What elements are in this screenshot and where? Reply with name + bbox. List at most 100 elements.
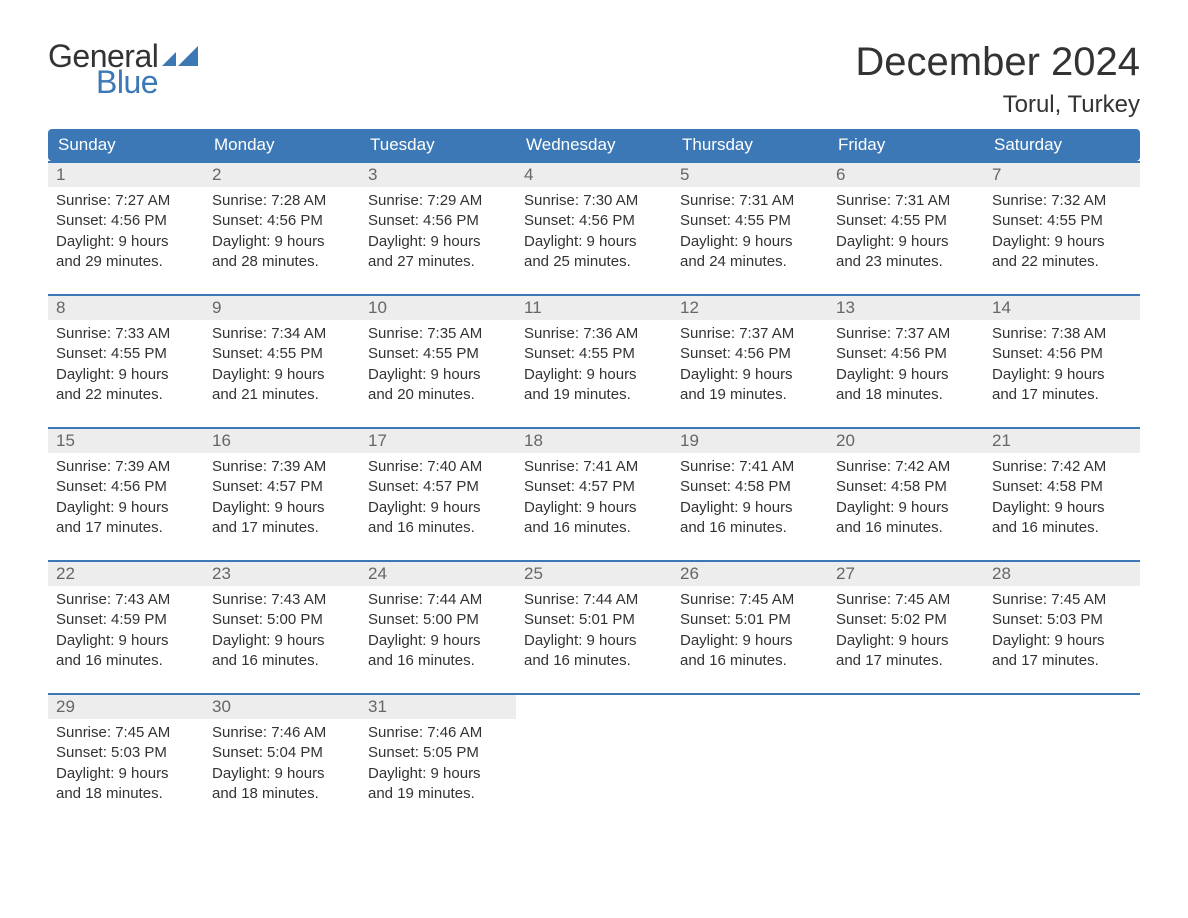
calendar-day-cell: 4Sunrise: 7:30 AMSunset: 4:56 PMDaylight…	[516, 163, 672, 280]
calendar-day-cell: 19Sunrise: 7:41 AMSunset: 4:58 PMDayligh…	[672, 429, 828, 546]
day-number: 14	[984, 296, 1140, 320]
day-sunset: Sunset: 5:01 PM	[680, 610, 820, 630]
day-sunrise: Sunrise: 7:42 AM	[992, 457, 1132, 477]
day-sunset: Sunset: 5:03 PM	[992, 610, 1132, 630]
day-sunrise: Sunrise: 7:38 AM	[992, 324, 1132, 344]
day-daylight1: Daylight: 9 hours	[992, 365, 1132, 385]
day-sunset: Sunset: 4:56 PM	[524, 211, 664, 231]
day-info: Sunrise: 7:31 AMSunset: 4:55 PMDaylight:…	[828, 187, 984, 280]
day-sunset: Sunset: 4:56 PM	[368, 211, 508, 231]
day-number: 25	[516, 562, 672, 586]
calendar-table: SundayMondayTuesdayWednesdayThursdayFrid…	[48, 129, 1140, 812]
day-number: 30	[204, 695, 360, 719]
calendar-day-cell: 3Sunrise: 7:29 AMSunset: 4:56 PMDaylight…	[360, 163, 516, 280]
day-daylight2: and 28 minutes.	[212, 252, 352, 272]
day-sunset: Sunset: 4:57 PM	[524, 477, 664, 497]
day-number: 17	[360, 429, 516, 453]
calendar-day-cell: 5Sunrise: 7:31 AMSunset: 4:55 PMDaylight…	[672, 163, 828, 280]
day-daylight1: Daylight: 9 hours	[212, 498, 352, 518]
day-sunset: Sunset: 4:58 PM	[680, 477, 820, 497]
day-number: 21	[984, 429, 1140, 453]
day-daylight1: Daylight: 9 hours	[524, 631, 664, 651]
day-daylight1: Daylight: 9 hours	[56, 631, 196, 651]
day-info: Sunrise: 7:42 AMSunset: 4:58 PMDaylight:…	[984, 453, 1140, 546]
day-daylight2: and 22 minutes.	[992, 252, 1132, 272]
day-number: 22	[48, 562, 204, 586]
day-sunset: Sunset: 4:55 PM	[56, 344, 196, 364]
day-daylight2: and 17 minutes.	[992, 385, 1132, 405]
calendar-day-cell: 17Sunrise: 7:40 AMSunset: 4:57 PMDayligh…	[360, 429, 516, 546]
day-daylight1: Daylight: 9 hours	[368, 498, 508, 518]
day-sunrise: Sunrise: 7:45 AM	[680, 590, 820, 610]
day-info: Sunrise: 7:35 AMSunset: 4:55 PMDaylight:…	[360, 320, 516, 413]
day-daylight1: Daylight: 9 hours	[56, 365, 196, 385]
day-daylight1: Daylight: 9 hours	[992, 232, 1132, 252]
day-info: Sunrise: 7:41 AMSunset: 4:58 PMDaylight:…	[672, 453, 828, 546]
day-daylight2: and 19 minutes.	[524, 385, 664, 405]
day-daylight1: Daylight: 9 hours	[836, 631, 976, 651]
day-daylight1: Daylight: 9 hours	[836, 498, 976, 518]
day-number: 24	[360, 562, 516, 586]
calendar-day-cell: 29Sunrise: 7:45 AMSunset: 5:03 PMDayligh…	[48, 695, 204, 812]
calendar-day-cell: 20Sunrise: 7:42 AMSunset: 4:58 PMDayligh…	[828, 429, 984, 546]
day-daylight1: Daylight: 9 hours	[524, 365, 664, 385]
day-info: Sunrise: 7:44 AMSunset: 5:00 PMDaylight:…	[360, 586, 516, 679]
day-info: Sunrise: 7:45 AMSunset: 5:03 PMDaylight:…	[984, 586, 1140, 679]
day-daylight1: Daylight: 9 hours	[836, 365, 976, 385]
day-sunset: Sunset: 4:56 PM	[680, 344, 820, 364]
day-number: 11	[516, 296, 672, 320]
day-daylight1: Daylight: 9 hours	[992, 498, 1132, 518]
day-sunset: Sunset: 4:59 PM	[56, 610, 196, 630]
day-sunrise: Sunrise: 7:46 AM	[368, 723, 508, 743]
day-number: 10	[360, 296, 516, 320]
day-number: 29	[48, 695, 204, 719]
day-number: 28	[984, 562, 1140, 586]
day-number: 31	[360, 695, 516, 719]
day-daylight1: Daylight: 9 hours	[368, 764, 508, 784]
day-sunrise: Sunrise: 7:35 AM	[368, 324, 508, 344]
day-daylight1: Daylight: 9 hours	[212, 631, 352, 651]
day-daylight1: Daylight: 9 hours	[836, 232, 976, 252]
calendar-day-cell: 12Sunrise: 7:37 AMSunset: 4:56 PMDayligh…	[672, 296, 828, 413]
day-info: Sunrise: 7:34 AMSunset: 4:55 PMDaylight:…	[204, 320, 360, 413]
day-daylight1: Daylight: 9 hours	[368, 232, 508, 252]
day-daylight2: and 16 minutes.	[368, 651, 508, 671]
weekday-header: Friday	[828, 129, 984, 161]
day-sunrise: Sunrise: 7:32 AM	[992, 191, 1132, 211]
calendar-day-cell: 25Sunrise: 7:44 AMSunset: 5:01 PMDayligh…	[516, 562, 672, 679]
weekday-header: Wednesday	[516, 129, 672, 161]
day-sunrise: Sunrise: 7:44 AM	[368, 590, 508, 610]
calendar-day-cell: 24Sunrise: 7:44 AMSunset: 5:00 PMDayligh…	[360, 562, 516, 679]
day-info: Sunrise: 7:37 AMSunset: 4:56 PMDaylight:…	[828, 320, 984, 413]
day-sunrise: Sunrise: 7:45 AM	[992, 590, 1132, 610]
day-info: Sunrise: 7:45 AMSunset: 5:02 PMDaylight:…	[828, 586, 984, 679]
brand-logo: General Blue	[48, 40, 198, 98]
day-number: 4	[516, 163, 672, 187]
day-sunrise: Sunrise: 7:39 AM	[56, 457, 196, 477]
calendar-day-cell: 23Sunrise: 7:43 AMSunset: 5:00 PMDayligh…	[204, 562, 360, 679]
day-daylight2: and 16 minutes.	[524, 651, 664, 671]
weekday-header: Thursday	[672, 129, 828, 161]
day-info: Sunrise: 7:39 AMSunset: 4:56 PMDaylight:…	[48, 453, 204, 546]
day-sunrise: Sunrise: 7:41 AM	[680, 457, 820, 477]
day-info: Sunrise: 7:29 AMSunset: 4:56 PMDaylight:…	[360, 187, 516, 280]
day-daylight2: and 17 minutes.	[56, 518, 196, 538]
day-daylight2: and 17 minutes.	[992, 651, 1132, 671]
day-sunrise: Sunrise: 7:27 AM	[56, 191, 196, 211]
calendar-day-cell	[828, 695, 984, 812]
weekday-header: Sunday	[48, 129, 204, 161]
calendar-day-cell: 9Sunrise: 7:34 AMSunset: 4:55 PMDaylight…	[204, 296, 360, 413]
day-sunrise: Sunrise: 7:44 AM	[524, 590, 664, 610]
day-sunrise: Sunrise: 7:37 AM	[680, 324, 820, 344]
day-daylight2: and 17 minutes.	[836, 651, 976, 671]
calendar-day-cell: 6Sunrise: 7:31 AMSunset: 4:55 PMDaylight…	[828, 163, 984, 280]
calendar-week: 8Sunrise: 7:33 AMSunset: 4:55 PMDaylight…	[48, 294, 1140, 413]
location-label: Torul, Turkey	[855, 91, 1140, 119]
day-daylight2: and 19 minutes.	[680, 385, 820, 405]
day-daylight2: and 16 minutes.	[992, 518, 1132, 538]
day-daylight1: Daylight: 9 hours	[212, 365, 352, 385]
day-daylight1: Daylight: 9 hours	[680, 232, 820, 252]
day-sunrise: Sunrise: 7:43 AM	[56, 590, 196, 610]
day-info: Sunrise: 7:27 AMSunset: 4:56 PMDaylight:…	[48, 187, 204, 280]
calendar-day-cell	[984, 695, 1140, 812]
